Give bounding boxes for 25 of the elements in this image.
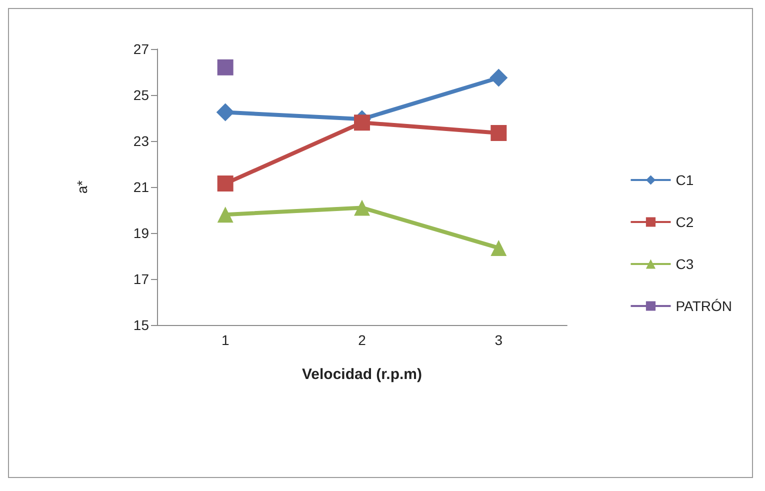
y-tick-label: 15 [133, 317, 150, 333]
point [354, 200, 370, 216]
y-tick-label: 17 [133, 271, 150, 287]
y-tick-label: 25 [133, 87, 150, 103]
y-tick-label: 19 [133, 225, 150, 241]
point [490, 68, 508, 87]
x-tick-label: 3 [494, 332, 503, 348]
legend-label: C3 [676, 256, 694, 272]
legend-label: C1 [676, 172, 694, 188]
y-tick-label: 21 [133, 179, 150, 195]
point [216, 103, 234, 122]
point [217, 176, 234, 192]
legend-label: PATRÓN [676, 298, 732, 314]
y-tick-label: 23 [133, 133, 150, 149]
point [354, 114, 370, 131]
point [217, 59, 234, 76]
point [490, 124, 507, 141]
y-axis-title: a* [74, 180, 90, 194]
legend-label: C2 [676, 214, 694, 230]
x-axis-title: Velocidad (r.p.m) [302, 366, 422, 383]
x-tick-label: 1 [221, 332, 230, 348]
y-tick-label: 27 [133, 41, 150, 57]
point [217, 206, 234, 223]
x-tick-label: 2 [358, 332, 366, 348]
point [490, 240, 507, 256]
